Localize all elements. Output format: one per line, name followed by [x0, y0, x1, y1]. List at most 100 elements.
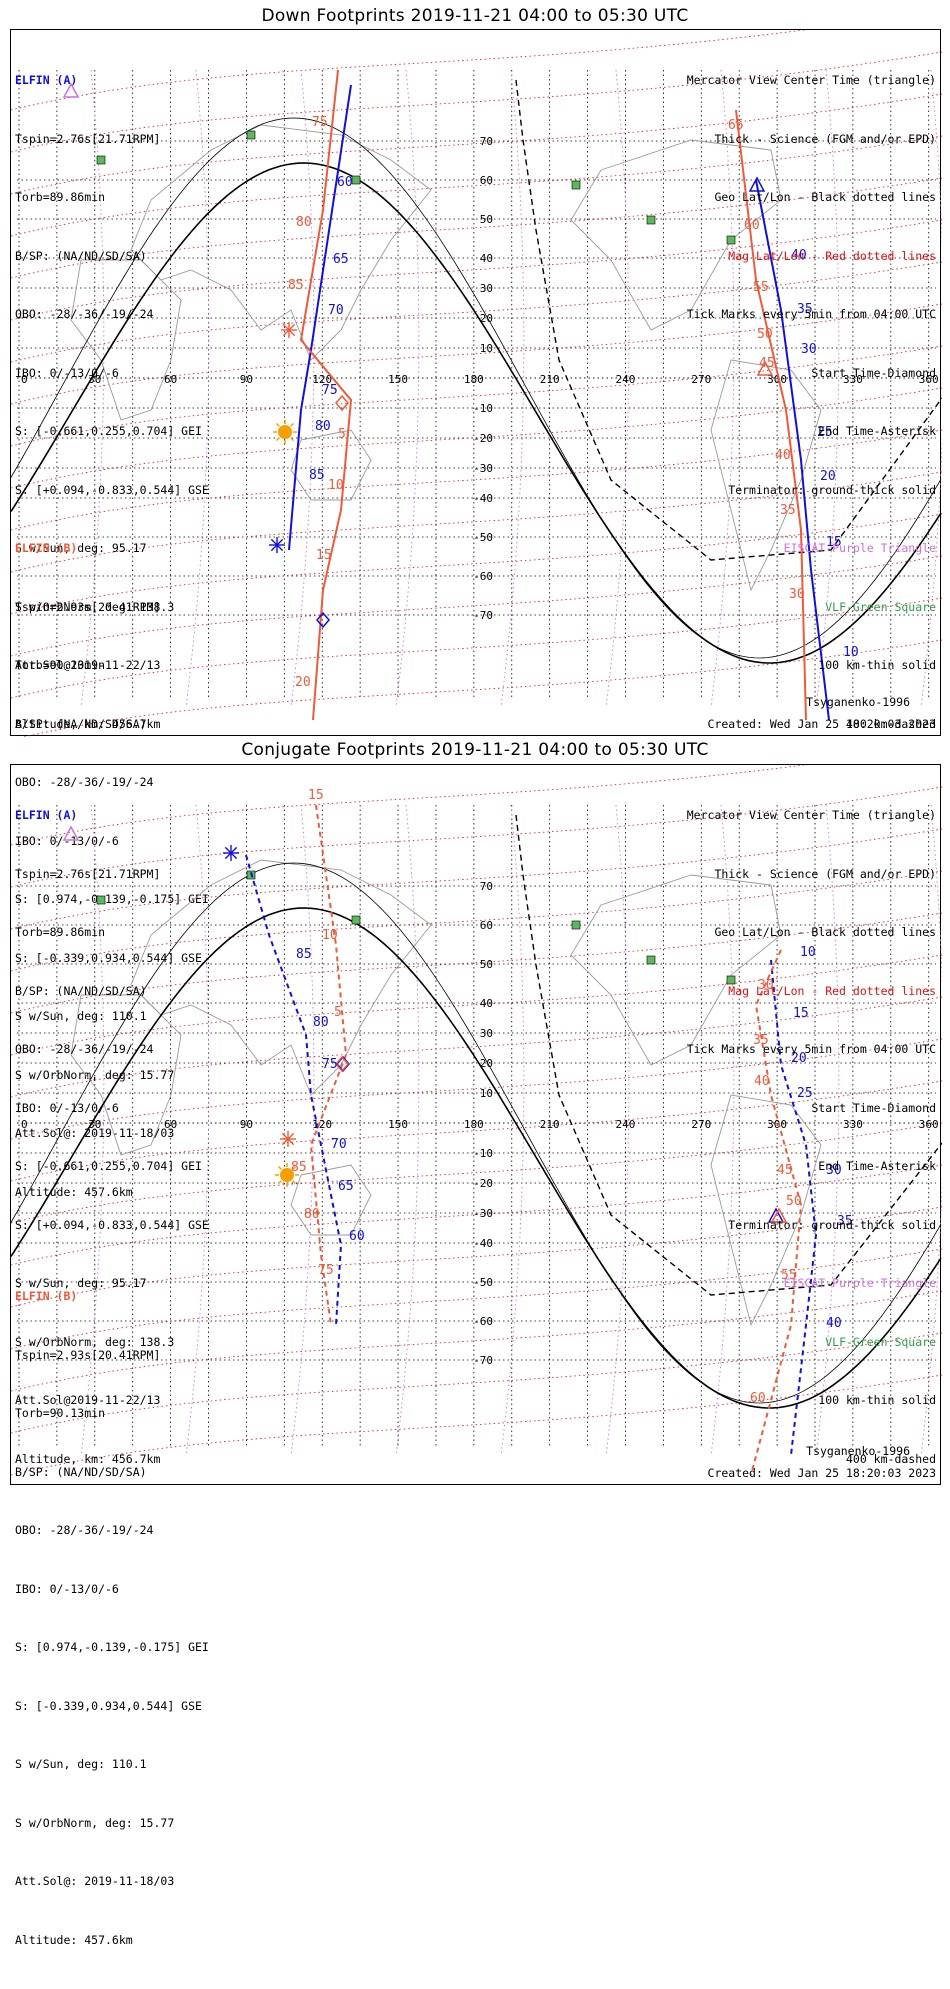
lon-label: 90: [240, 373, 253, 386]
mag-lat-line: [11, 555, 942, 657]
elfin-b-tick-label: 80: [304, 1207, 320, 1222]
lat-label: 70: [480, 880, 493, 893]
elfin-a-tick-label: 10: [800, 945, 816, 960]
mag-lat-line: [11, 177, 942, 279]
elfin-b-info: ELFIN (B) Tspin=2.93s[20.41RPM] Torb=90.…: [15, 1248, 209, 1989]
mag-lon-line: [815, 69, 840, 708]
lat-label: -10: [473, 402, 493, 415]
terminator-400km: [515, 79, 942, 561]
mag-lon-line: [395, 69, 420, 708]
model-label: Tsyganenko-1996: [806, 1444, 910, 1458]
legend-line: Terminator: ground-thick solid: [728, 1217, 936, 1232]
conjugate-footprints-panel: 0 30 60 90 120 150 180 210 240 270 300 330 360 70 60 50…: [10, 764, 942, 1947]
info-line: S: [+0.094,-0.833,0.544] GSE: [15, 482, 209, 497]
mag-lat-line: [11, 870, 942, 972]
legend-line: EISCAT-Purple Triangle: [783, 1276, 936, 1290]
vlf-station-marker: [351, 175, 361, 185]
continent-outline: [710, 359, 822, 592]
legend-line: Thick - Science (FGM and/or EPD): [714, 866, 936, 881]
elfin-b-track: [299, 69, 353, 721]
elfin-a-tick-label: 80: [315, 419, 331, 434]
elfin-b-start-diamond: [335, 1055, 349, 1073]
info-line: S w/Sun, deg: 95.17: [15, 1276, 147, 1290]
lon-label: 240: [616, 373, 636, 386]
info-line: S: [-0.661,0.255,0.704] GEI: [15, 1159, 202, 1173]
lat-label: -30: [473, 462, 493, 475]
elfin-b-tick-label: 50: [786, 1194, 802, 1209]
legend-line: Thick - Science (FGM and/or EPD): [714, 131, 936, 146]
vlf-station-marker: [96, 895, 106, 905]
elfin-a-tick-label: 70: [331, 1137, 347, 1152]
lon-label: 270: [691, 1118, 711, 1131]
lon-label: 300: [767, 373, 787, 386]
info-line: IBO: 0/-13/0/-6: [15, 1581, 119, 1596]
continent-outline: [70, 259, 182, 421]
mag-lat-line: [11, 93, 942, 195]
lat-label: 50: [480, 958, 493, 971]
elfin-a-tick-label: 20: [820, 469, 836, 484]
lat-label: -50: [473, 1276, 493, 1289]
mag-lat-line: [11, 135, 942, 237]
elfin-b-tick-label: 10: [328, 478, 344, 493]
mag-lat-line: [11, 303, 942, 405]
sun-ray: [290, 437, 295, 442]
elfin-b-label: ELFIN (B): [15, 1289, 78, 1303]
info-line: S w/OrbNorm, deg: 15.77: [15, 1067, 175, 1082]
eiscat-triangle: [62, 82, 80, 98]
mag-lat-line: [11, 345, 942, 447]
lon-label: 30: [88, 1118, 101, 1131]
lat-label: 30: [480, 1027, 493, 1040]
elfin-a-label: ELFIN (A): [15, 808, 78, 822]
elfin-b-tick-label: 40: [754, 1074, 770, 1089]
elfin-b-tick-label: 85: [291, 1160, 307, 1175]
elfin-a-tick-label: 40: [826, 1316, 842, 1331]
lat-label: 30: [480, 282, 493, 295]
sun-ray: [292, 1180, 297, 1185]
mag-lat-line: [11, 1374, 942, 1476]
model-label: Tsyganenko-1996: [806, 695, 910, 709]
vlf-station-marker: [96, 155, 106, 165]
map-canvas: 0 30 60 90 120 150 180 210 240 270 300 330 360 70 60 50…: [11, 765, 942, 1476]
elfin-a-tick-label: 20: [791, 1051, 807, 1066]
info-line: Torb=90.13min: [15, 1406, 106, 1420]
elfin-a-tick-label: 70: [328, 303, 344, 318]
elfin-b-tick-label: 60: [750, 1391, 766, 1406]
continent-outline: [290, 429, 372, 501]
info-line: B/SP: (NA/ND/SD/SA): [15, 248, 147, 263]
vlf-station-marker: [351, 915, 361, 925]
elfin-b-end-asterisk: [282, 323, 296, 337]
mag-lat-line: [11, 51, 942, 153]
vlf-station-marker: [646, 215, 656, 225]
info-line: Altitude: 457.6km: [15, 1932, 133, 1947]
elfin-b-track: [309, 804, 348, 1326]
mag-lon-line: [710, 804, 735, 1457]
elfin-b-tick-label: 55: [753, 280, 769, 295]
elfin-b-tick-label: 5: [338, 427, 346, 442]
elfin-a-tick-label: 15: [793, 1006, 809, 1021]
elfin-a-tick-label: 35: [797, 302, 813, 317]
elfin-a-tick-label: 65: [338, 1179, 354, 1194]
sun-marker: [278, 425, 292, 439]
lat-label: 60: [480, 919, 493, 932]
elfin-a-info: ELFIN (A) Tspin=2.76s[21.71RPM] Torb=89.…: [15, 767, 209, 1508]
info-line: S: [-0.339,0.934,0.544] GSE: [15, 950, 202, 965]
legend-line: End Time-Asterisk: [818, 424, 936, 438]
mag-lat-line: [11, 1164, 942, 1266]
legend-line: End Time-Asterisk: [818, 1159, 936, 1173]
elfin-b-tick-label: 15: [308, 788, 324, 803]
elfin-a-tick-label: 40: [791, 248, 807, 263]
mag-lat-line: [11, 261, 942, 363]
mag-lon-line: [500, 69, 525, 708]
elfin-b-tick-label: 45: [777, 1163, 793, 1178]
info-line: B/SP: (NA/ND/SD/SA): [15, 983, 147, 998]
legend-line: VLF-Green Square: [825, 1334, 936, 1349]
legend-line: Geo Lat/Lon - Black dotted lines: [714, 925, 936, 939]
lat-label: -20: [473, 432, 493, 445]
mag-lat-line: [11, 996, 942, 1098]
continent-outline: [570, 139, 782, 331]
elfin-a-tick-label: 85: [309, 468, 325, 483]
mag-lat-line: [11, 1122, 942, 1224]
lat-label: -30: [473, 1207, 493, 1220]
lon-label: 240: [616, 1118, 636, 1131]
panel-title: Conjugate Footprints 2019-11-21 04:00 to…: [241, 740, 709, 760]
